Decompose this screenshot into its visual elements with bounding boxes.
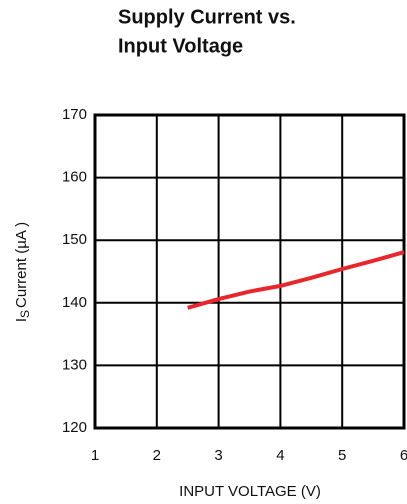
- plot-frame: [93, 113, 406, 430]
- data-line: [187, 250, 405, 310]
- chart-title: Supply Current vs.: [118, 6, 296, 28]
- x-tick-label: 3: [214, 447, 222, 464]
- x-tick-label: 2: [153, 447, 161, 464]
- y-tick-label: 150: [62, 231, 87, 248]
- x-tick-label: 4: [276, 447, 284, 464]
- x-tick-label: 6: [400, 447, 407, 464]
- x-tick-label: 1: [91, 447, 99, 464]
- y-axis-label-rest: Current (µA ): [13, 222, 30, 308]
- y-tick-label: 130: [62, 356, 87, 373]
- chart-title: Input Voltage: [118, 35, 243, 57]
- y-tick-label: 160: [62, 169, 87, 186]
- x-axis-label: INPUT VOLTAGE (V): [179, 483, 321, 500]
- y-tick-label: 120: [62, 419, 87, 436]
- y-tick-label: 140: [62, 294, 87, 311]
- y-axis-label: IS Current (µA ): [13, 222, 32, 322]
- y-tick-label: 170: [62, 106, 87, 123]
- x-tick-label: 5: [338, 447, 346, 464]
- y-axis-label-main: I: [13, 318, 30, 322]
- y-axis-label-sub: S: [18, 310, 32, 318]
